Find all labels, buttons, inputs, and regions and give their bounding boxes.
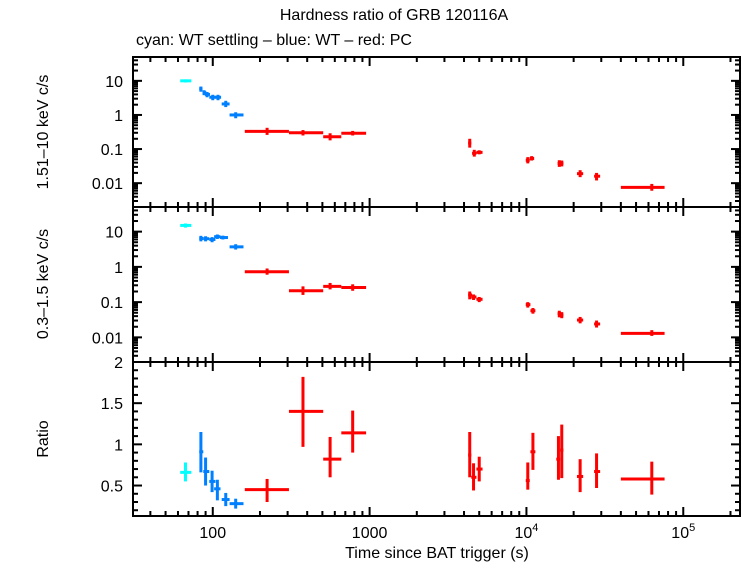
data-point-wt_settling xyxy=(180,79,192,83)
data-point-pc xyxy=(620,461,665,495)
data-point-pc xyxy=(576,170,584,178)
data-point-pc xyxy=(594,453,601,488)
data-point-pc xyxy=(620,183,665,191)
data-point-pc xyxy=(288,376,324,447)
y-tick-label: 10 xyxy=(105,225,123,242)
data-point-pc xyxy=(288,286,324,295)
data-point-pc xyxy=(620,330,665,336)
data-point-wt xyxy=(229,498,244,509)
chart-title: Hardness ratio of GRB 120116A xyxy=(280,7,509,24)
data-point-pc xyxy=(472,149,477,157)
data-point-pc xyxy=(530,308,536,314)
data-point-pc xyxy=(244,127,289,135)
panel-soft: 10 1 0.1 0.01 xyxy=(92,206,741,363)
y-tick-label: 10 xyxy=(105,74,123,91)
y-axis-label-ratio: Ratio xyxy=(35,420,52,457)
x-tick-label: 105 xyxy=(671,522,695,542)
x-tick-exponent: 4 xyxy=(532,522,538,534)
data-point-wt_settling xyxy=(180,462,192,482)
y-tick-label: 1 xyxy=(114,260,123,277)
data-point-pc xyxy=(576,316,584,324)
data-point-pc xyxy=(525,302,531,308)
data-point-pc xyxy=(525,462,530,490)
data-point-pc xyxy=(244,268,289,275)
data-point-pc xyxy=(323,133,342,141)
data-point-wt xyxy=(203,457,210,486)
x-axis-label: Time since BAT trigger (s) xyxy=(345,545,529,562)
data-point-pc xyxy=(323,436,342,478)
data-point-pc xyxy=(560,160,564,167)
data-point-pc xyxy=(341,410,367,453)
data-point-wt xyxy=(229,112,244,119)
y-axis-label-soft: 0.3–1.5 keV c/s xyxy=(35,229,52,339)
data-point-pc xyxy=(556,436,561,480)
data-point-wt xyxy=(209,237,216,243)
y-tick-label: 0.01 xyxy=(92,176,123,193)
data-point-wt xyxy=(209,470,216,493)
data-point-pc xyxy=(476,150,483,155)
y-tick-label: 0.5 xyxy=(101,479,123,496)
y-tick-label: 0.1 xyxy=(101,142,123,159)
data-point-pc xyxy=(468,432,472,478)
data-point-pc xyxy=(288,130,324,136)
chart-subtitle: cyan: WT settling – blue: WT – red: PC xyxy=(136,32,412,49)
data-point-pc xyxy=(530,432,536,470)
data-point-pc xyxy=(471,463,477,491)
data-point-wt xyxy=(214,479,221,501)
panel-frame xyxy=(132,206,741,363)
panel-frame xyxy=(132,56,741,208)
panel-frame xyxy=(132,361,741,517)
y-tick-label: 1 xyxy=(114,437,123,454)
data-point-wt_settling xyxy=(180,223,192,228)
y-tick-label: 1.5 xyxy=(101,396,123,413)
data-point-pc xyxy=(560,424,564,479)
y-axis-label-hard: 1.51–10 keV c/s xyxy=(35,75,52,190)
panel-ratio: 2 1.5 1 0.5 xyxy=(101,355,741,517)
data-point-pc xyxy=(471,294,477,300)
data-point-wt xyxy=(209,94,216,101)
y-tick-label: 0.1 xyxy=(101,295,123,312)
data-point-wt xyxy=(199,235,204,242)
panel-hard: 10 1 0.1 0.01 xyxy=(92,56,741,208)
data-point-wt xyxy=(199,86,203,92)
data-point-wt xyxy=(221,100,230,108)
x-tick-label: 104 xyxy=(514,522,538,542)
data-point-pc xyxy=(476,456,483,482)
data-point-wt xyxy=(214,234,221,239)
data-point-pc xyxy=(244,478,289,502)
y-tick-label: 1 xyxy=(114,108,123,125)
data-point-wt xyxy=(204,92,210,98)
data-point-pc xyxy=(576,459,584,493)
data-point-pc xyxy=(468,138,472,148)
x-tick-label: 100 xyxy=(199,525,226,542)
data-point-pc xyxy=(560,312,564,319)
data-point-pc xyxy=(525,157,530,164)
data-point-wt xyxy=(199,432,204,473)
x-tick-label: 1000 xyxy=(352,525,388,542)
y-tick-label: 2 xyxy=(114,355,123,372)
data-point-pc xyxy=(594,172,601,181)
x-tick-exponent: 5 xyxy=(689,522,695,534)
data-point-wt xyxy=(214,94,222,101)
data-point-wt xyxy=(221,492,230,507)
data-point-pc xyxy=(594,320,601,328)
data-point-wt xyxy=(203,236,210,242)
data-point-pc xyxy=(476,296,483,303)
data-point-wt xyxy=(229,244,244,250)
data-point-wt xyxy=(219,235,228,240)
y-tick-label: 0.01 xyxy=(92,330,123,347)
data-point-pc xyxy=(323,282,342,290)
data-point-pc xyxy=(341,130,367,136)
data-point-pc xyxy=(468,291,473,300)
data-point-pc xyxy=(529,156,535,161)
data-point-pc xyxy=(341,284,367,291)
